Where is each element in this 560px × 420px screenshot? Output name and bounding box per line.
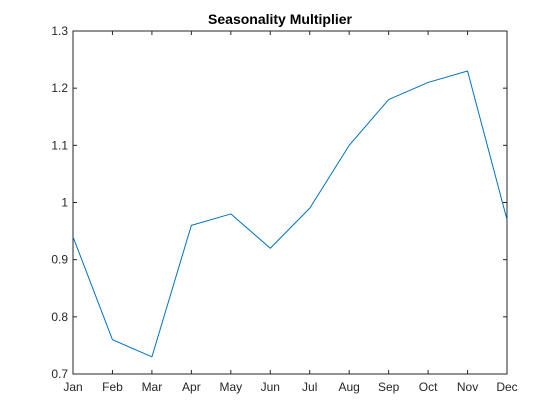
plot-area-frame — [72, 30, 508, 375]
x-tick-label: Jun — [261, 380, 280, 394]
x-tick-label: Feb — [102, 380, 123, 394]
y-tick-label: 1.2 — [51, 81, 68, 95]
tick-labels: Jan Feb Mar Apr May Jun Jul Aug Sep Oct Nov Dec 0.7 0… — [51, 24, 517, 394]
x-tick-label: Aug — [339, 380, 360, 394]
y-tick-label: 0.9 — [51, 253, 68, 267]
axis-ticks — [72, 30, 508, 375]
y-tick-label: 1 — [61, 196, 68, 210]
x-tick-label: May — [219, 380, 242, 394]
x-tick-label: Sep — [378, 380, 400, 394]
y-tick-label: 1.3 — [51, 24, 68, 38]
chart-title: Seasonality Multiplier — [208, 11, 352, 27]
x-tick-label: Nov — [457, 380, 478, 394]
y-tick-label: 0.7 — [51, 367, 68, 381]
series-layer — [72, 70, 508, 358]
series-line — [72, 70, 508, 358]
x-tick-label: Mar — [142, 380, 163, 394]
x-tick-label: Oct — [419, 380, 438, 394]
y-tick-label: 0.8 — [51, 310, 68, 324]
x-tick-label: Apr — [182, 380, 201, 394]
x-tick-label: Jul — [302, 380, 317, 394]
x-tick-label: Dec — [496, 380, 517, 394]
y-tick-label: 1.1 — [51, 138, 68, 152]
x-tick-label: Jan — [63, 380, 82, 394]
